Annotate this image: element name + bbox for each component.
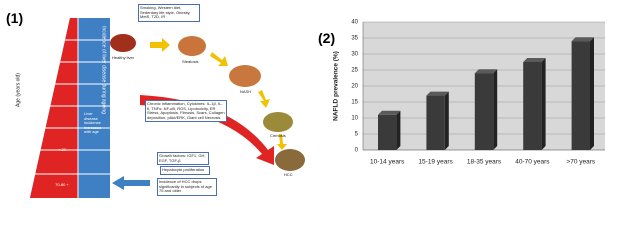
bar-side	[444, 91, 449, 150]
y-tick-label: 30	[351, 52, 358, 58]
stage-label: NASH	[240, 89, 252, 94]
panel-label: (2)	[318, 30, 336, 46]
x-tick-label: >70 years	[566, 159, 595, 166]
inflammation-box: Chronic inflammation, Cytokines: IL-1β, …	[145, 100, 227, 123]
stage-label: Steatosis	[182, 59, 199, 64]
x-tick-label: 18-35 years	[467, 159, 502, 166]
y-tick-label: 10	[351, 116, 358, 122]
y-tick-label: 40	[351, 20, 358, 26]
pyramid-steps	[30, 18, 110, 198]
bar-top	[378, 110, 401, 115]
y-tick-label: 15	[351, 100, 358, 106]
bar-side	[589, 37, 594, 151]
bar	[378, 114, 397, 150]
canvas: Age (years old) Incidence of liver disea…	[15, 18, 605, 198]
figure: Age (years old) Incidence of liver disea…	[6, 4, 605, 198]
bar-side	[541, 58, 546, 150]
bar-top	[426, 91, 449, 96]
y-tick-label: 35	[351, 36, 358, 42]
hcc-note: Incidence of HCC drops significantly in …	[157, 178, 217, 196]
increase-note: Liver disease incidence increases with a…	[84, 111, 102, 135]
old-label: 70-80 +	[55, 182, 69, 187]
bar	[474, 73, 494, 150]
stage-label: Healthy liver	[112, 55, 135, 60]
pyramid-red	[30, 18, 78, 198]
bar	[571, 41, 590, 151]
y-axis-label: NAFLD prevalence (%)	[333, 51, 340, 121]
bar	[426, 95, 445, 150]
x-tick-label: 15-19 years	[418, 159, 453, 166]
y-tick-label: 0	[355, 148, 359, 154]
bar-top	[523, 58, 546, 62]
livers	[110, 34, 305, 171]
hcc-arrow	[112, 176, 150, 190]
bar-top	[571, 37, 594, 42]
y-tick-label: 20	[351, 84, 358, 90]
growth-box: Growth factors: IGF1, GH, EGF, TGF-β	[157, 152, 209, 166]
y-tick-label: 5	[355, 132, 359, 138]
x-tick-label: 40-70 years	[515, 159, 550, 166]
panel-label: (1)	[6, 10, 24, 26]
stage-label: HCC	[284, 172, 293, 177]
bar	[523, 62, 542, 150]
stage-arrows	[150, 38, 287, 150]
x-tick-label: 10-14 years	[370, 159, 405, 166]
young-label: < 20	[58, 147, 67, 152]
age-axis-label: Age (years old)	[15, 73, 21, 107]
proliferation-box: Hepatocyte proliferation	[160, 166, 210, 175]
y-tick-label: 25	[351, 68, 358, 74]
bar-side	[396, 110, 401, 150]
risk-box: Smoking, Western diet, Sedentary life st…	[138, 4, 200, 22]
stage-label: Cirrhosis	[270, 133, 286, 138]
bar-top	[474, 69, 498, 74]
bar-side	[493, 69, 498, 150]
incidence-axis-label: Incidence of liver disease during ageing	[101, 26, 107, 114]
